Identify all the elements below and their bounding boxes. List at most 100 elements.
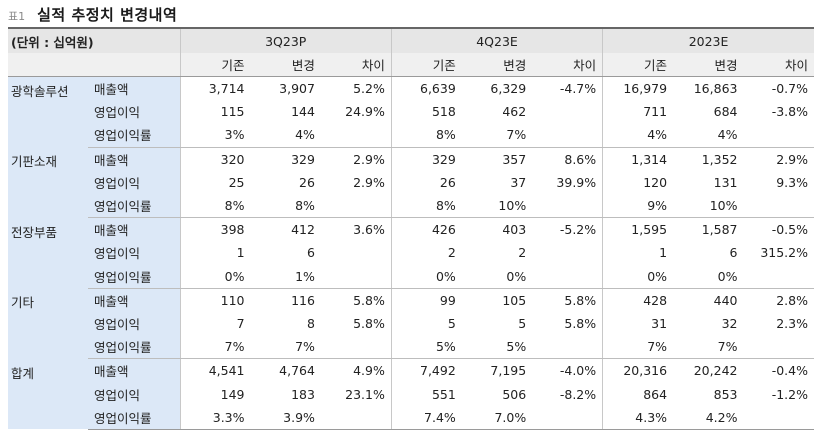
table-row: 광학솔루션 매출액 3,714 3,907 5.2% 6,639 6,329 -4.7% 16,… <box>8 76 814 148</box>
value-cell: 315.2% <box>760 245 808 261</box>
table-row: 영업이익률 3% 4% 8% 7% 4% 4% <box>8 123 814 148</box>
value-cell: 8 <box>306 315 315 331</box>
value-cell: 684 <box>713 104 738 120</box>
table-row: 영업이익률 7% 7% 5% 5% 7% 7% <box>8 335 814 360</box>
value-cell: 144 <box>291 104 315 120</box>
value-cell: 4,764 <box>279 363 315 379</box>
value-cell: 8% <box>250 193 321 219</box>
value-cell: 7,195 <box>490 363 527 379</box>
value-cell: 853 <box>713 386 738 402</box>
value-cell: 3.9% <box>250 405 321 430</box>
value-cell <box>743 123 814 148</box>
table-row: 영업이익 1 6 2 2 1 6 315.2% <box>8 241 814 265</box>
value-cell: 7% <box>179 335 251 360</box>
value-cell: 320 <box>179 147 251 171</box>
subcol-header: 차이 <box>320 53 392 77</box>
value-cell <box>320 405 392 430</box>
table-row: 전장부품 매출액 398 412 3.6% 426 403 -5.2% 1,595 1,587 -0… <box>8 217 814 289</box>
value-cell <box>743 264 814 289</box>
period-header: 2023E <box>602 27 814 53</box>
segment-label: 합계 <box>8 358 89 430</box>
value-cell: 4% <box>673 123 744 148</box>
segment-label: 기타 <box>8 288 89 359</box>
subcol-header: 차이 <box>532 53 603 77</box>
table-caption: 표1 실적 추정치 변경내역 <box>8 4 177 26</box>
value-cell: 3,907 <box>279 81 315 97</box>
value-cell <box>320 264 392 289</box>
value-cell: 8% <box>390 123 462 148</box>
table-row: 영업이익 7 8 5.8% 5 5 5.8% 31 32 2.3% <box>8 311 814 336</box>
value-cell: -0.4% <box>771 363 808 379</box>
value-cell <box>532 123 603 148</box>
unit-label: (단위 : 십억원) <box>8 27 181 53</box>
segment-label: 전장부품 <box>8 217 89 289</box>
value-cell: 4.3% <box>602 405 674 430</box>
value-cell <box>743 193 814 219</box>
value-cell: 7.4% <box>390 405 462 430</box>
value-cell: -0.5% <box>771 222 808 238</box>
table-row: 기타 매출액 110 116 5.8% 99 105 5.8% 428 440 2.8% <box>8 288 814 359</box>
value-cell: 329 <box>291 151 315 167</box>
value-cell: 2.8% <box>776 292 808 308</box>
metric-label: 영업이익 <box>88 241 181 265</box>
value-cell: 329 <box>390 147 462 171</box>
value-cell: 105 <box>502 292 527 308</box>
value-cell: 149 <box>179 382 251 406</box>
value-cell: 6 <box>306 245 315 261</box>
value-cell: 26 <box>390 170 462 194</box>
value-cell: 7 <box>179 311 251 336</box>
value-cell: 0% <box>179 264 251 289</box>
value-cell: 2.9% <box>353 151 385 167</box>
value-cell: 6 <box>729 245 738 261</box>
value-cell: 5 <box>518 315 527 331</box>
value-cell: 39.9% <box>556 174 597 190</box>
metric-label: 매출액 <box>88 217 181 242</box>
value-cell: 1,352 <box>701 151 738 167</box>
value-cell: 357 <box>502 151 527 167</box>
value-cell: 864 <box>602 382 674 406</box>
period-header: 4Q23E <box>390 27 603 53</box>
table-row: 영업이익률 0% 1% 0% 0% 0% 0% <box>8 264 814 289</box>
value-cell: 31 <box>602 311 674 336</box>
value-cell: -4.0% <box>559 363 597 379</box>
value-cell: 5% <box>461 335 533 360</box>
value-cell: 20,242 <box>693 363 738 379</box>
value-cell: 1 <box>602 241 674 265</box>
value-cell: -4.7% <box>559 81 597 97</box>
table-title: 실적 추정치 변경내역 <box>37 6 178 24</box>
value-cell: 2.9% <box>353 174 385 190</box>
value-cell: 10% <box>673 193 744 219</box>
value-cell: 551 <box>390 382 462 406</box>
metric-label: 영업이익률 <box>88 405 181 430</box>
value-cell: 428 <box>602 288 674 312</box>
value-cell <box>532 241 602 264</box>
value-cell: 4% <box>250 123 321 148</box>
value-cell: 4,541 <box>179 358 251 383</box>
value-cell: 110 <box>179 288 251 312</box>
table-row: 영업이익 149 183 23.1% 551 506 -8.2% 864 853 -1.2% <box>8 382 814 406</box>
table-row: 영업이익 25 26 2.9% 26 37 39.9% 120 131 9.3% <box>8 170 814 194</box>
value-cell: -8.2% <box>559 386 597 402</box>
value-cell: 7% <box>250 335 321 360</box>
subcol-header: 차이 <box>743 53 814 77</box>
value-cell: 99 <box>390 288 462 312</box>
value-cell <box>320 335 392 360</box>
value-cell: 2 <box>390 241 462 265</box>
value-cell <box>743 405 814 430</box>
value-cell: 0% <box>602 264 674 289</box>
metric-label: 영업이익률 <box>88 335 181 360</box>
value-cell: 26 <box>299 174 315 190</box>
metric-label: 영업이익률 <box>88 264 181 289</box>
table-row: 합계 매출액 4,541 4,764 4.9% 7,492 7,195 -4.0% 20,316… <box>8 358 814 430</box>
value-cell: 5.8% <box>353 292 385 308</box>
value-cell: 398 <box>179 217 251 242</box>
metric-label: 영업이익 <box>88 311 181 336</box>
value-cell: 4.2% <box>673 405 744 430</box>
value-cell: 0% <box>390 264 462 289</box>
metric-label: 영업이익 <box>88 170 181 194</box>
value-cell: 2.9% <box>776 151 808 167</box>
table-row: 영업이익률 8% 8% 8% 10% 9% 10% <box>8 193 814 219</box>
subcol-header: 기존 <box>390 53 462 77</box>
segment-label: 광학솔루션 <box>8 76 89 148</box>
value-cell: 16,979 <box>602 76 674 101</box>
